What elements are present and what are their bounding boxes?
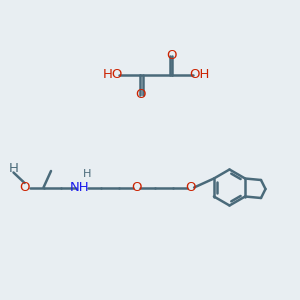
Text: O: O: [135, 88, 146, 101]
Text: NH: NH: [70, 181, 89, 194]
Text: O: O: [167, 49, 177, 62]
Text: H: H: [9, 161, 18, 175]
Text: OH: OH: [189, 68, 210, 82]
Text: H: H: [83, 169, 91, 179]
Text: O: O: [131, 181, 142, 194]
Text: HO: HO: [102, 68, 123, 82]
Text: O: O: [19, 181, 30, 194]
Text: O: O: [185, 181, 196, 194]
